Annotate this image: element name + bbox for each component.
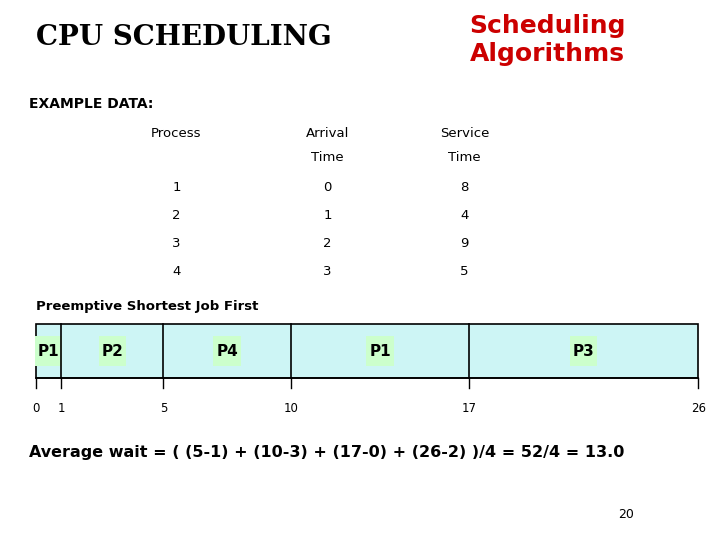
Bar (213, 336, 240, 366)
Text: P4: P4 (216, 343, 238, 359)
Text: Scheduling
Algorithms: Scheduling Algorithms (469, 14, 626, 66)
Bar (36, 324, 698, 378)
Text: P3: P3 (573, 343, 595, 359)
Text: 4: 4 (172, 265, 181, 278)
Text: 1: 1 (323, 209, 332, 222)
Text: 5: 5 (460, 265, 469, 278)
Text: 9: 9 (460, 237, 469, 250)
Text: P1: P1 (38, 343, 60, 359)
Text: Time: Time (311, 151, 344, 164)
Text: 17: 17 (462, 402, 477, 415)
Bar (366, 336, 394, 366)
Text: Average wait = ( (5-1) + (10-3) + (17-0) + (26-2) )/4 = 52/4 = 13.0: Average wait = ( (5-1) + (10-3) + (17-0)… (29, 446, 624, 461)
Text: 3: 3 (172, 237, 181, 250)
Text: P1: P1 (369, 343, 391, 359)
Bar (570, 336, 598, 366)
Text: EXAMPLE DATA:: EXAMPLE DATA: (29, 97, 153, 111)
Text: 5: 5 (160, 402, 167, 415)
Text: 2: 2 (323, 237, 332, 250)
Text: Arrival: Arrival (306, 127, 349, 140)
Text: Service: Service (440, 127, 489, 140)
Text: P2: P2 (102, 343, 123, 359)
Text: 4: 4 (460, 209, 469, 222)
Bar (99, 336, 126, 366)
Text: 8: 8 (460, 181, 469, 194)
Text: 20: 20 (618, 508, 634, 521)
Text: 1: 1 (172, 181, 181, 194)
Text: Preemptive Shortest Job First: Preemptive Shortest Job First (36, 300, 258, 313)
Text: 10: 10 (284, 402, 298, 415)
Text: 1: 1 (58, 402, 66, 415)
Text: 0: 0 (323, 181, 332, 194)
Text: CPU SCHEDULING: CPU SCHEDULING (36, 24, 332, 51)
Text: 3: 3 (323, 265, 332, 278)
Text: 2: 2 (172, 209, 181, 222)
Text: Process: Process (151, 127, 202, 140)
Bar (35, 336, 63, 366)
Text: 26: 26 (691, 402, 706, 415)
Text: 0: 0 (32, 402, 40, 415)
Text: Time: Time (448, 151, 481, 164)
